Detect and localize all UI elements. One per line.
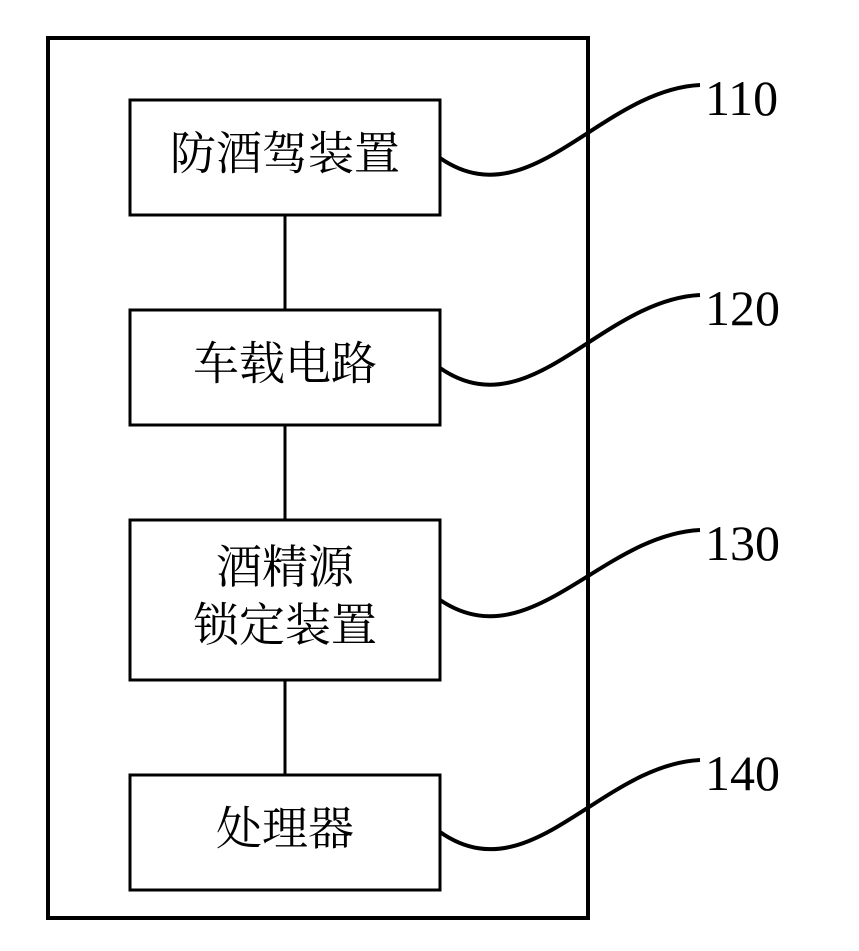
block-label-box2-line0: 车载电路: [193, 327, 377, 393]
block-label-box1-line0: 防酒驾装置: [170, 117, 400, 183]
ref-number-130: 130: [705, 515, 780, 571]
block-label-box3-line0: 酒精源: [216, 531, 355, 597]
ref-number-110: 110: [705, 70, 778, 126]
block-label-box4-line0: 处理器: [216, 792, 354, 858]
ref-number-120: 120: [705, 280, 780, 336]
ref-number-140: 140: [705, 745, 780, 801]
block-label-box3-line1: 锁定装置: [193, 589, 377, 655]
